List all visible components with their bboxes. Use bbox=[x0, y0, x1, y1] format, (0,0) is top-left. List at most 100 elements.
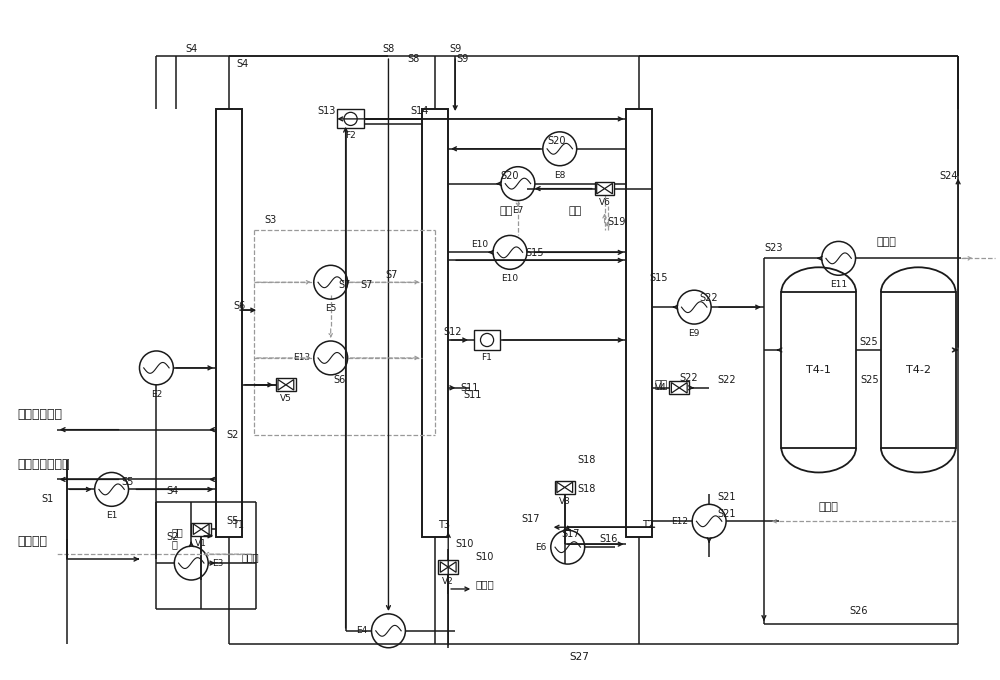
Text: E9: E9 bbox=[689, 329, 700, 338]
Text: S20: S20 bbox=[548, 136, 566, 146]
Polygon shape bbox=[440, 562, 448, 573]
Text: T1: T1 bbox=[232, 520, 244, 530]
Text: S15: S15 bbox=[649, 273, 668, 284]
Text: E3: E3 bbox=[212, 558, 224, 568]
Bar bbox=[881, 292, 956, 447]
Text: 不凝气: 不凝气 bbox=[475, 579, 494, 589]
Bar bbox=[626, 109, 652, 537]
Text: S19: S19 bbox=[608, 218, 626, 228]
Text: F2: F2 bbox=[345, 131, 356, 141]
Text: S25: S25 bbox=[859, 337, 878, 347]
Text: S13: S13 bbox=[317, 106, 336, 116]
Text: S5: S5 bbox=[122, 477, 134, 488]
Text: S12: S12 bbox=[444, 327, 462, 337]
Text: E6: E6 bbox=[535, 543, 547, 551]
Text: S21: S21 bbox=[717, 509, 736, 520]
Polygon shape bbox=[557, 482, 565, 492]
Bar bbox=[474, 330, 500, 350]
Text: S16: S16 bbox=[600, 534, 618, 544]
Text: S11: S11 bbox=[460, 383, 479, 393]
Text: S8: S8 bbox=[382, 44, 395, 54]
Text: F1: F1 bbox=[482, 352, 492, 362]
Text: 冷却: 冷却 bbox=[171, 527, 183, 537]
Text: S6: S6 bbox=[234, 301, 246, 311]
Text: V1: V1 bbox=[195, 539, 207, 548]
Polygon shape bbox=[679, 383, 687, 393]
Text: S26: S26 bbox=[849, 606, 868, 616]
Polygon shape bbox=[597, 184, 605, 194]
Text: S4: S4 bbox=[166, 486, 179, 496]
Bar bbox=[422, 109, 448, 537]
Polygon shape bbox=[448, 562, 456, 573]
Text: 冷却水: 冷却水 bbox=[819, 503, 839, 512]
Text: S1: S1 bbox=[42, 494, 54, 505]
Text: 蒸汽: 蒸汽 bbox=[568, 205, 581, 216]
Text: S22: S22 bbox=[717, 375, 736, 385]
Text: E1: E1 bbox=[106, 511, 117, 520]
Text: E10: E10 bbox=[501, 274, 519, 284]
Text: S7: S7 bbox=[361, 280, 373, 290]
Bar bbox=[555, 481, 575, 494]
Text: S11: S11 bbox=[463, 390, 482, 400]
Text: E2: E2 bbox=[151, 390, 162, 398]
Text: V6: V6 bbox=[599, 198, 611, 207]
Text: S6: S6 bbox=[333, 375, 346, 385]
Bar bbox=[191, 523, 211, 536]
Text: V4: V4 bbox=[655, 384, 666, 392]
Text: S18: S18 bbox=[578, 484, 596, 494]
Bar bbox=[438, 560, 458, 574]
Text: E12: E12 bbox=[671, 517, 688, 526]
Text: E4: E4 bbox=[356, 626, 368, 635]
Text: S15: S15 bbox=[526, 248, 544, 258]
Text: S22: S22 bbox=[679, 373, 698, 383]
Text: S22: S22 bbox=[699, 293, 718, 303]
Bar bbox=[276, 378, 296, 392]
Text: S8: S8 bbox=[407, 54, 419, 64]
Polygon shape bbox=[193, 524, 201, 534]
Text: 蒸汽: 蒸汽 bbox=[500, 205, 513, 216]
Polygon shape bbox=[278, 379, 286, 390]
Text: S2: S2 bbox=[166, 532, 179, 542]
Polygon shape bbox=[286, 379, 294, 390]
Text: S10: S10 bbox=[475, 552, 493, 562]
Text: S5: S5 bbox=[226, 516, 238, 526]
Text: S3: S3 bbox=[264, 216, 276, 226]
Bar bbox=[216, 109, 242, 537]
Text: T4-1: T4-1 bbox=[806, 365, 831, 375]
Text: S27: S27 bbox=[570, 651, 590, 662]
Text: E10: E10 bbox=[471, 240, 488, 249]
Text: S10: S10 bbox=[455, 539, 474, 549]
Text: E13: E13 bbox=[293, 354, 310, 362]
Text: S7: S7 bbox=[338, 280, 351, 290]
Text: T4-2: T4-2 bbox=[906, 365, 931, 375]
Text: S2: S2 bbox=[226, 430, 238, 439]
Text: 废醪至离心分离: 废醪至离心分离 bbox=[17, 458, 69, 471]
Text: S9: S9 bbox=[449, 44, 461, 54]
Text: E5: E5 bbox=[325, 304, 336, 313]
Text: V5: V5 bbox=[280, 394, 292, 403]
Polygon shape bbox=[201, 524, 209, 534]
Text: S20: S20 bbox=[500, 171, 518, 181]
Text: S18: S18 bbox=[578, 454, 596, 464]
Text: S24: S24 bbox=[940, 171, 958, 181]
Text: V3: V3 bbox=[559, 497, 571, 506]
Text: S4: S4 bbox=[185, 44, 197, 54]
Bar bbox=[337, 109, 364, 129]
Text: E8: E8 bbox=[554, 171, 565, 180]
Text: S23: S23 bbox=[764, 243, 782, 254]
Text: S9: S9 bbox=[456, 54, 468, 64]
Text: 水: 水 bbox=[171, 539, 177, 549]
Text: T3: T3 bbox=[438, 520, 450, 530]
Text: 燃料乙醇产品: 燃料乙醇产品 bbox=[17, 408, 62, 421]
Bar bbox=[595, 182, 614, 195]
Polygon shape bbox=[605, 184, 612, 194]
Text: 蒸汽: 蒸汽 bbox=[654, 380, 667, 390]
Text: S25: S25 bbox=[861, 375, 879, 385]
Text: S14: S14 bbox=[410, 106, 429, 116]
Text: 冷却水: 冷却水 bbox=[876, 237, 896, 248]
Text: S17: S17 bbox=[561, 529, 580, 539]
Text: T2: T2 bbox=[642, 520, 655, 530]
Text: S4: S4 bbox=[236, 59, 248, 69]
Text: V2: V2 bbox=[442, 577, 454, 585]
Polygon shape bbox=[671, 383, 679, 393]
